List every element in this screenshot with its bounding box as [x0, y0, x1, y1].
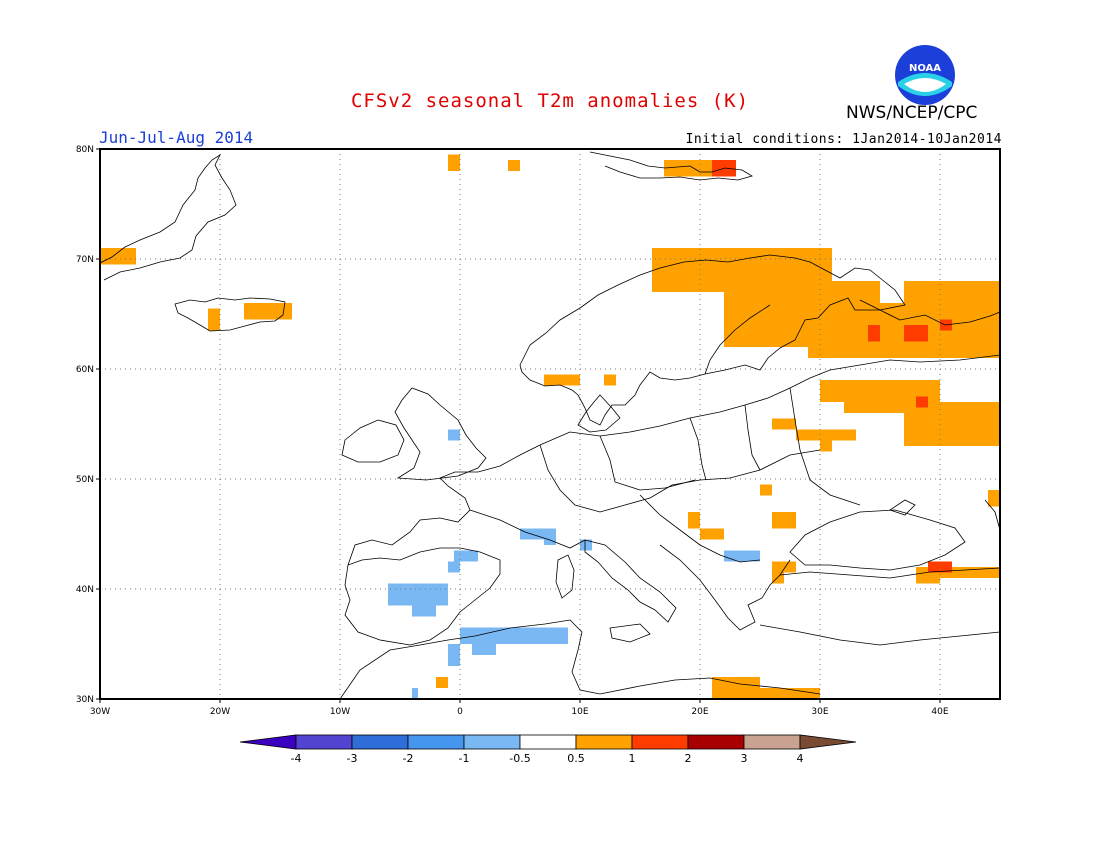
anomaly-cell: [772, 512, 796, 529]
lat-tick-label: 50N: [76, 475, 94, 485]
anomaly-cell: [520, 528, 556, 540]
lon-tick-label: 20W: [210, 707, 230, 717]
anomaly-cell: [448, 561, 460, 573]
anomaly-cell: [904, 281, 1000, 303]
map-background: [100, 149, 1000, 699]
lon-tick-label: 0: [457, 707, 463, 717]
anomaly-cell: [760, 484, 772, 496]
lat-tick-label: 60N: [76, 365, 94, 375]
anomaly-cell: [916, 567, 1000, 578]
colorbar-level-label: -2: [403, 752, 414, 765]
lon-tick-label: 10W: [330, 707, 350, 717]
lon-tick-label: 30E: [811, 707, 828, 717]
noaa-logo-icon: NOAA: [895, 45, 955, 105]
lat-tick-label: 30N: [76, 695, 94, 705]
anomaly-cell: [412, 688, 418, 699]
anomaly-cell: [208, 308, 220, 331]
colorbar-arrow-right: [799, 734, 857, 750]
anomaly-cell: [388, 583, 448, 606]
anomaly-cell: [580, 539, 592, 551]
anomaly-cell: [784, 561, 796, 573]
colorbar-level-label: 2: [685, 752, 692, 765]
longitude-labels: 30W 20W 10W 0 10E 20E 30E 40E: [90, 699, 949, 717]
anomaly-cell: [664, 160, 712, 177]
colorbar-level-label: 4: [797, 752, 804, 765]
colorbar-swatch: [687, 734, 745, 750]
noaa-logo-text: NOAA: [909, 63, 941, 74]
colorbar-swatch: [743, 734, 801, 750]
anomaly-cell: [916, 396, 928, 408]
agency-label: NWS/NCEP/CPC: [846, 103, 978, 123]
lat-tick-label: 80N: [76, 145, 94, 155]
anomaly-cell: [724, 550, 760, 562]
anomaly-cell: [244, 303, 292, 320]
colorbar-swatch: [295, 734, 353, 750]
season-label: Jun-Jul-Aug 2014: [99, 128, 254, 147]
initial-conditions-label: Initial conditions: 1Jan2014-10Jan2014: [685, 132, 1002, 147]
lon-tick-label: 40E: [931, 707, 948, 717]
lon-tick-label: 20E: [691, 707, 708, 717]
colorbar-level-label: 0.5: [567, 752, 585, 765]
anomaly-cell: [712, 677, 760, 699]
anomaly-cell: [604, 374, 616, 386]
map-frame: [99, 148, 1001, 700]
latitude-labels: 80N 70N 60N 50N 40N 30N: [76, 145, 100, 705]
colorbar-level-label: 1: [629, 752, 636, 765]
anomaly-cell: [772, 561, 784, 584]
anomaly-cell: [760, 688, 820, 699]
anomaly-cell: [772, 418, 796, 430]
anomaly-cell: [460, 627, 568, 644]
colorbar-level-label: -3: [347, 752, 358, 765]
anomaly-cell: [454, 550, 478, 562]
anomaly-cell: [412, 605, 436, 617]
anomaly-cell: [868, 325, 880, 342]
anomaly-cell: [820, 429, 832, 452]
colorbar-swatch: [407, 734, 465, 750]
colorbar-swatch: [519, 734, 577, 750]
colorbar-level-label: -0.5: [509, 752, 530, 765]
lat-tick-label: 70N: [76, 255, 94, 265]
lat-tick-label: 40N: [76, 585, 94, 595]
anomaly-cell: [904, 402, 1000, 446]
anomaly-cell: [436, 677, 448, 688]
colorbar-swatch: [575, 734, 633, 750]
anomaly-cells: [100, 154, 1000, 699]
anomaly-cell: [508, 160, 520, 171]
anomaly-cell: [448, 429, 460, 441]
colorbar-swatch: [631, 734, 689, 750]
anomaly-cell: [448, 644, 460, 666]
map-title: CFSv2 seasonal T2m anomalies (K): [350, 90, 750, 112]
colorbar-level-label: 3: [741, 752, 748, 765]
anomaly-cell: [700, 528, 724, 540]
anomaly-cell: [904, 325, 928, 342]
colorbar-level-label: -4: [291, 752, 302, 765]
anomaly-cell: [544, 534, 556, 545]
anomaly-cell: [988, 490, 1000, 507]
coastlines: [99, 151, 1001, 700]
anomaly-cell: [472, 644, 496, 655]
colorbar-swatch: [351, 734, 409, 750]
anomaly-cell: [928, 561, 952, 573]
colorbar-arrow-left: [239, 734, 297, 750]
colorbar: -4 -3 -2 -1 -0.5 0.5 1 2 3 4: [239, 734, 857, 765]
anomaly-cell: [916, 572, 940, 584]
lon-tick-label: 30W: [90, 707, 110, 717]
anomaly-cell: [688, 512, 700, 529]
anomaly-cell: [544, 374, 580, 386]
anomaly-cell: [448, 154, 460, 171]
anomaly-cell: [100, 248, 136, 265]
colorbar-level-label: -1: [459, 752, 470, 765]
colorbar-swatch: [463, 734, 521, 750]
lon-tick-label: 10E: [571, 707, 588, 717]
